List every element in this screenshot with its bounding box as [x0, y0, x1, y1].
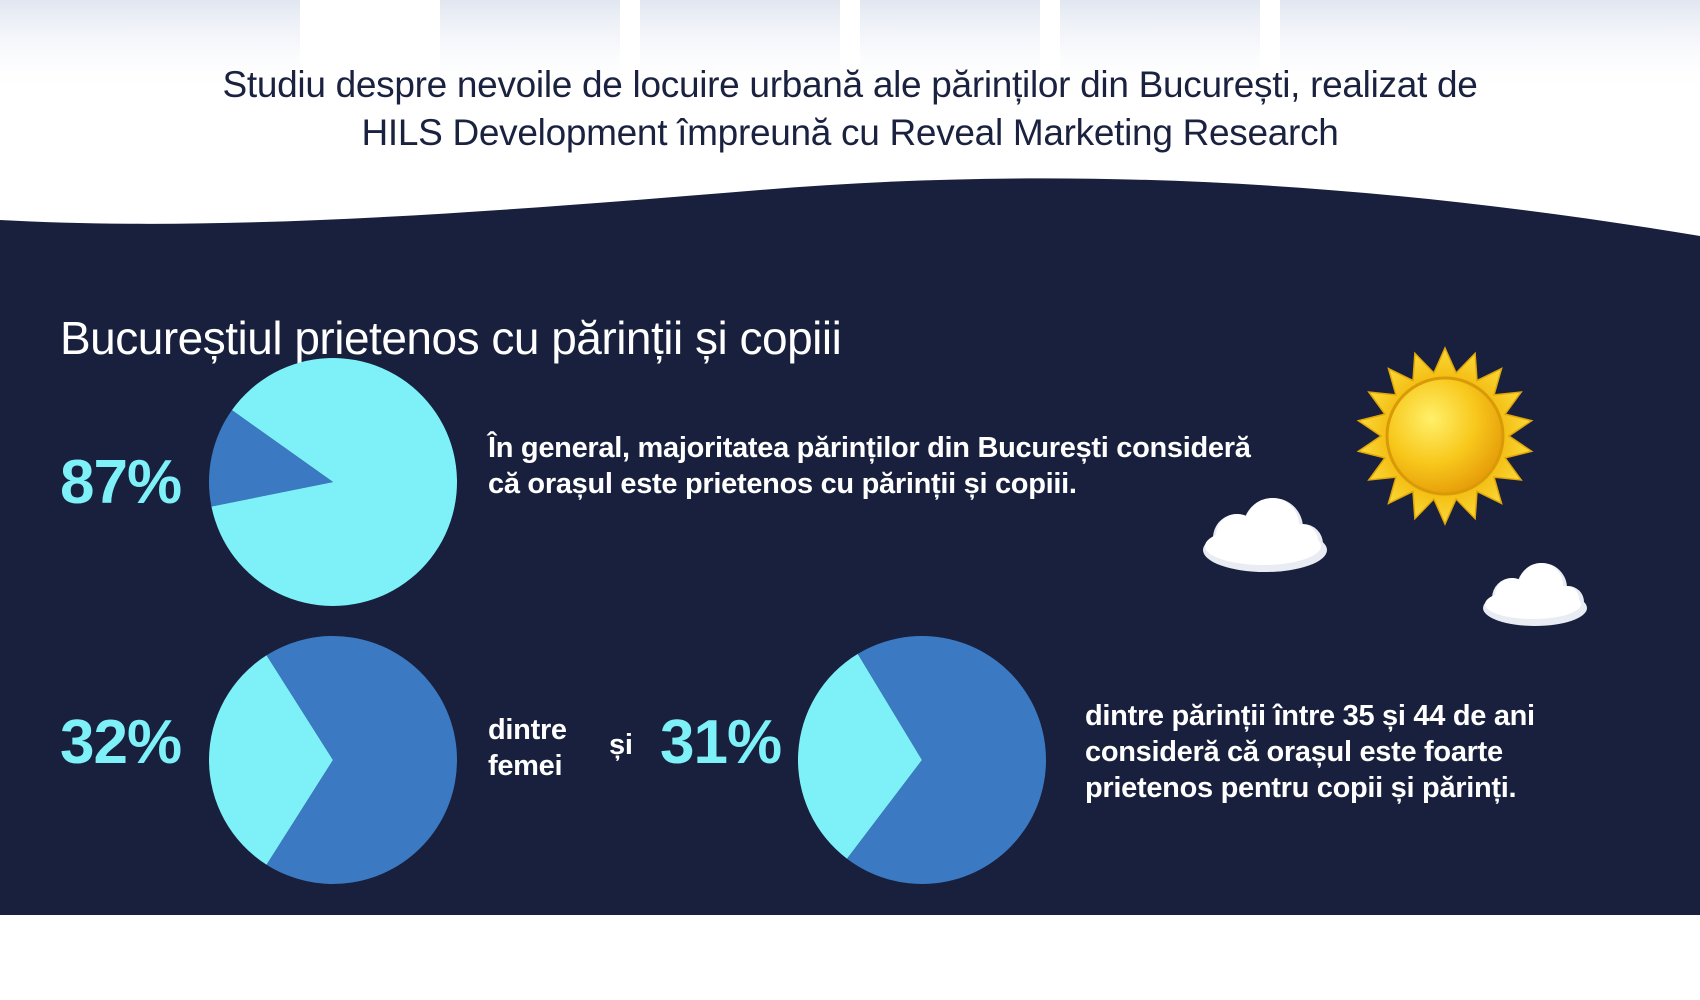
- women-label-line: femei: [488, 750, 563, 782]
- sun-icon: [1356, 346, 1534, 526]
- pie-chart-general: [209, 357, 458, 606]
- section-title: Bucureștiul prietenos cu părinții și cop…: [60, 312, 842, 365]
- age-group-percentage: 31%: [660, 708, 782, 777]
- women-label-line: dintre: [488, 714, 567, 746]
- pie-slice-highlight: [797, 653, 922, 859]
- pie-slice-rest: [209, 410, 333, 507]
- age-group-description-line: consideră că orașul este foarte: [1085, 736, 1503, 768]
- header-title-line: HILS Development împreună cu Reveal Mark…: [361, 111, 1339, 153]
- age-group-description-line: prietenos pentru copii și părinți.: [1085, 772, 1517, 804]
- age-group-description: dintre părinții între 35 și 44 de ani co…: [1085, 698, 1535, 806]
- header-title-line: Studiu despre nevoile de locuire urbană …: [222, 63, 1478, 105]
- cloud-icon: [1483, 563, 1587, 626]
- age-group-description-line: dintre părinții între 35 și 44 de ani: [1085, 700, 1535, 732]
- pie-slice-highlight: [208, 655, 333, 865]
- general-description-line: că orașul este prietenos cu părinții și …: [488, 468, 1077, 500]
- women-label: dintre femei: [488, 712, 567, 784]
- connector-text: și: [609, 729, 633, 761]
- header-title: Studiu despre nevoile de locuire urbană …: [60, 61, 1640, 157]
- women-percentage: 32%: [60, 708, 182, 777]
- header-background-stripes: [0, 0, 1700, 95]
- general-description: În general, majoritatea părinților din B…: [488, 430, 1251, 502]
- general-percentage: 87%: [60, 448, 182, 517]
- cloud-icon: [1203, 498, 1327, 572]
- pie-chart-women: [208, 636, 457, 884]
- pie-slice-highlight: [211, 357, 458, 606]
- pie-slice-rest: [847, 635, 1046, 884]
- pie-chart-age-group: [797, 635, 1046, 884]
- general-description-line: În general, majoritatea părinților din B…: [488, 432, 1251, 464]
- pie-slice-rest: [266, 636, 457, 884]
